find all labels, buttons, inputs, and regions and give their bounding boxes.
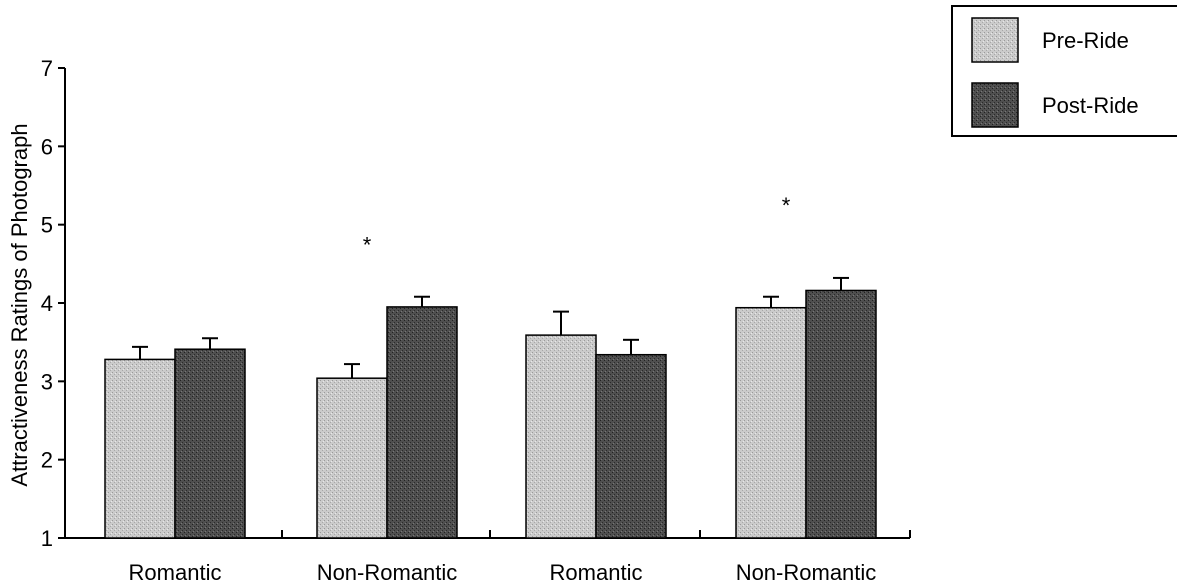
y-tick-label: 4 xyxy=(41,291,53,316)
y-ticks: 1 2 3 4 5 6 7 xyxy=(41,56,65,551)
legend: Pre-Ride Post-Ride xyxy=(951,5,1177,137)
significance-marker: * xyxy=(363,232,372,257)
legend-label: Post-Ride xyxy=(1042,93,1139,118)
bar-pre-ride xyxy=(525,334,597,539)
error-bars xyxy=(132,276,849,379)
y-axis-label: Attractiveness Ratings of Photograph xyxy=(7,123,32,486)
y-tick-label: 5 xyxy=(41,213,53,238)
legend-label: Pre-Ride xyxy=(1042,28,1129,53)
category-label: Romantic xyxy=(129,560,222,585)
category-labels: Romantic Non-Romantic Romantic Non-Romantic xyxy=(129,560,877,585)
y-tick-label: 7 xyxy=(41,56,53,81)
y-tick-label: 1 xyxy=(41,526,53,551)
y-tick-label: 6 xyxy=(41,134,53,159)
category-label: Romantic xyxy=(550,560,643,585)
y-tick-label: 2 xyxy=(41,448,53,473)
annotations: ** xyxy=(363,193,791,257)
bar-post-ride xyxy=(386,306,458,539)
x-ticks xyxy=(281,530,911,538)
category-label: Non-Romantic xyxy=(736,560,877,585)
y-tick-label: 3 xyxy=(41,369,53,394)
bars xyxy=(104,289,877,539)
significance-marker: * xyxy=(782,193,791,218)
bar-pre-ride xyxy=(316,377,388,539)
category-label: Non-Romantic xyxy=(317,560,458,585)
legend-swatch-post-ride xyxy=(971,82,1019,128)
legend-swatch-pre-ride xyxy=(971,17,1019,63)
bar-post-ride xyxy=(805,289,877,539)
bar-post-ride xyxy=(595,353,667,539)
bar-pre-ride xyxy=(104,358,176,539)
bar-post-ride xyxy=(174,348,246,539)
bar-pre-ride xyxy=(735,306,807,539)
